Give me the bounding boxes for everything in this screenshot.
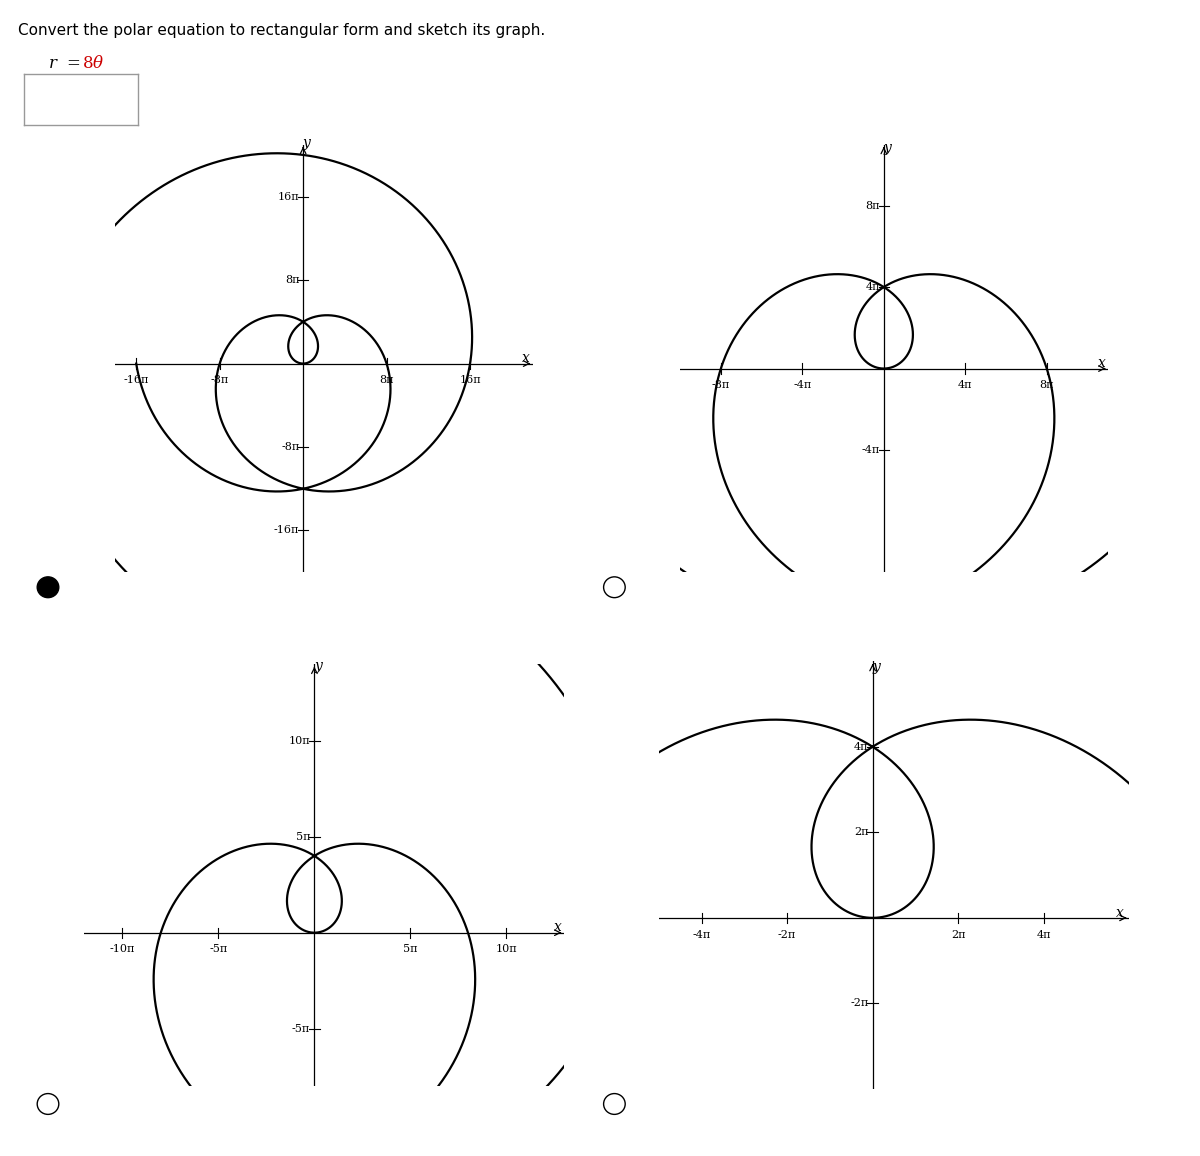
Text: -2π: -2π (778, 929, 796, 940)
Text: $r$: $r$ (48, 55, 59, 73)
Text: -8π: -8π (210, 376, 229, 385)
Text: 4π: 4π (865, 282, 880, 292)
Text: x: x (554, 920, 563, 934)
Text: 2π: 2π (854, 828, 869, 837)
Text: -8π: -8π (712, 380, 730, 391)
Text: -5π: -5π (209, 944, 228, 955)
Text: -4π: -4π (862, 445, 880, 455)
Text: 10π: 10π (288, 735, 310, 746)
Text: y: y (883, 141, 892, 155)
Text: $8\theta$: $8\theta$ (82, 55, 104, 73)
Text: y: y (872, 660, 881, 674)
Text: 8π: 8π (379, 376, 394, 385)
Text: 16π: 16π (277, 192, 299, 201)
Text: y: y (314, 659, 322, 674)
Text: -16π: -16π (274, 526, 299, 535)
Text: -4π: -4π (793, 380, 811, 391)
Text: 2π: 2π (950, 929, 966, 940)
Text: 8π: 8π (284, 275, 299, 286)
Text: 5π: 5π (295, 831, 310, 842)
Text: x: x (1116, 905, 1124, 919)
Text: y: y (302, 135, 311, 150)
Text: x: x (522, 351, 530, 365)
Text: 5π: 5π (403, 944, 418, 955)
Text: 8π: 8π (865, 201, 880, 210)
Text: -2π: -2π (850, 999, 869, 1008)
Text: 8π: 8π (1039, 380, 1054, 391)
Text: 4π: 4π (1037, 929, 1051, 940)
Text: 10π: 10π (496, 944, 517, 955)
Text: -5π: -5π (292, 1024, 310, 1033)
Text: 4π: 4π (958, 380, 972, 391)
Text: -10π: -10π (109, 944, 136, 955)
Text: -4π: -4π (692, 929, 710, 940)
Text: x: x (1098, 356, 1105, 370)
Text: -8π: -8π (281, 442, 299, 452)
Text: 4π: 4π (854, 742, 869, 751)
Text: Convert the polar equation to rectangular form and sketch its graph.: Convert the polar equation to rectangula… (18, 23, 545, 38)
Text: 16π: 16π (460, 376, 481, 385)
Text: =: = (66, 55, 80, 73)
Text: -16π: -16π (124, 376, 149, 385)
